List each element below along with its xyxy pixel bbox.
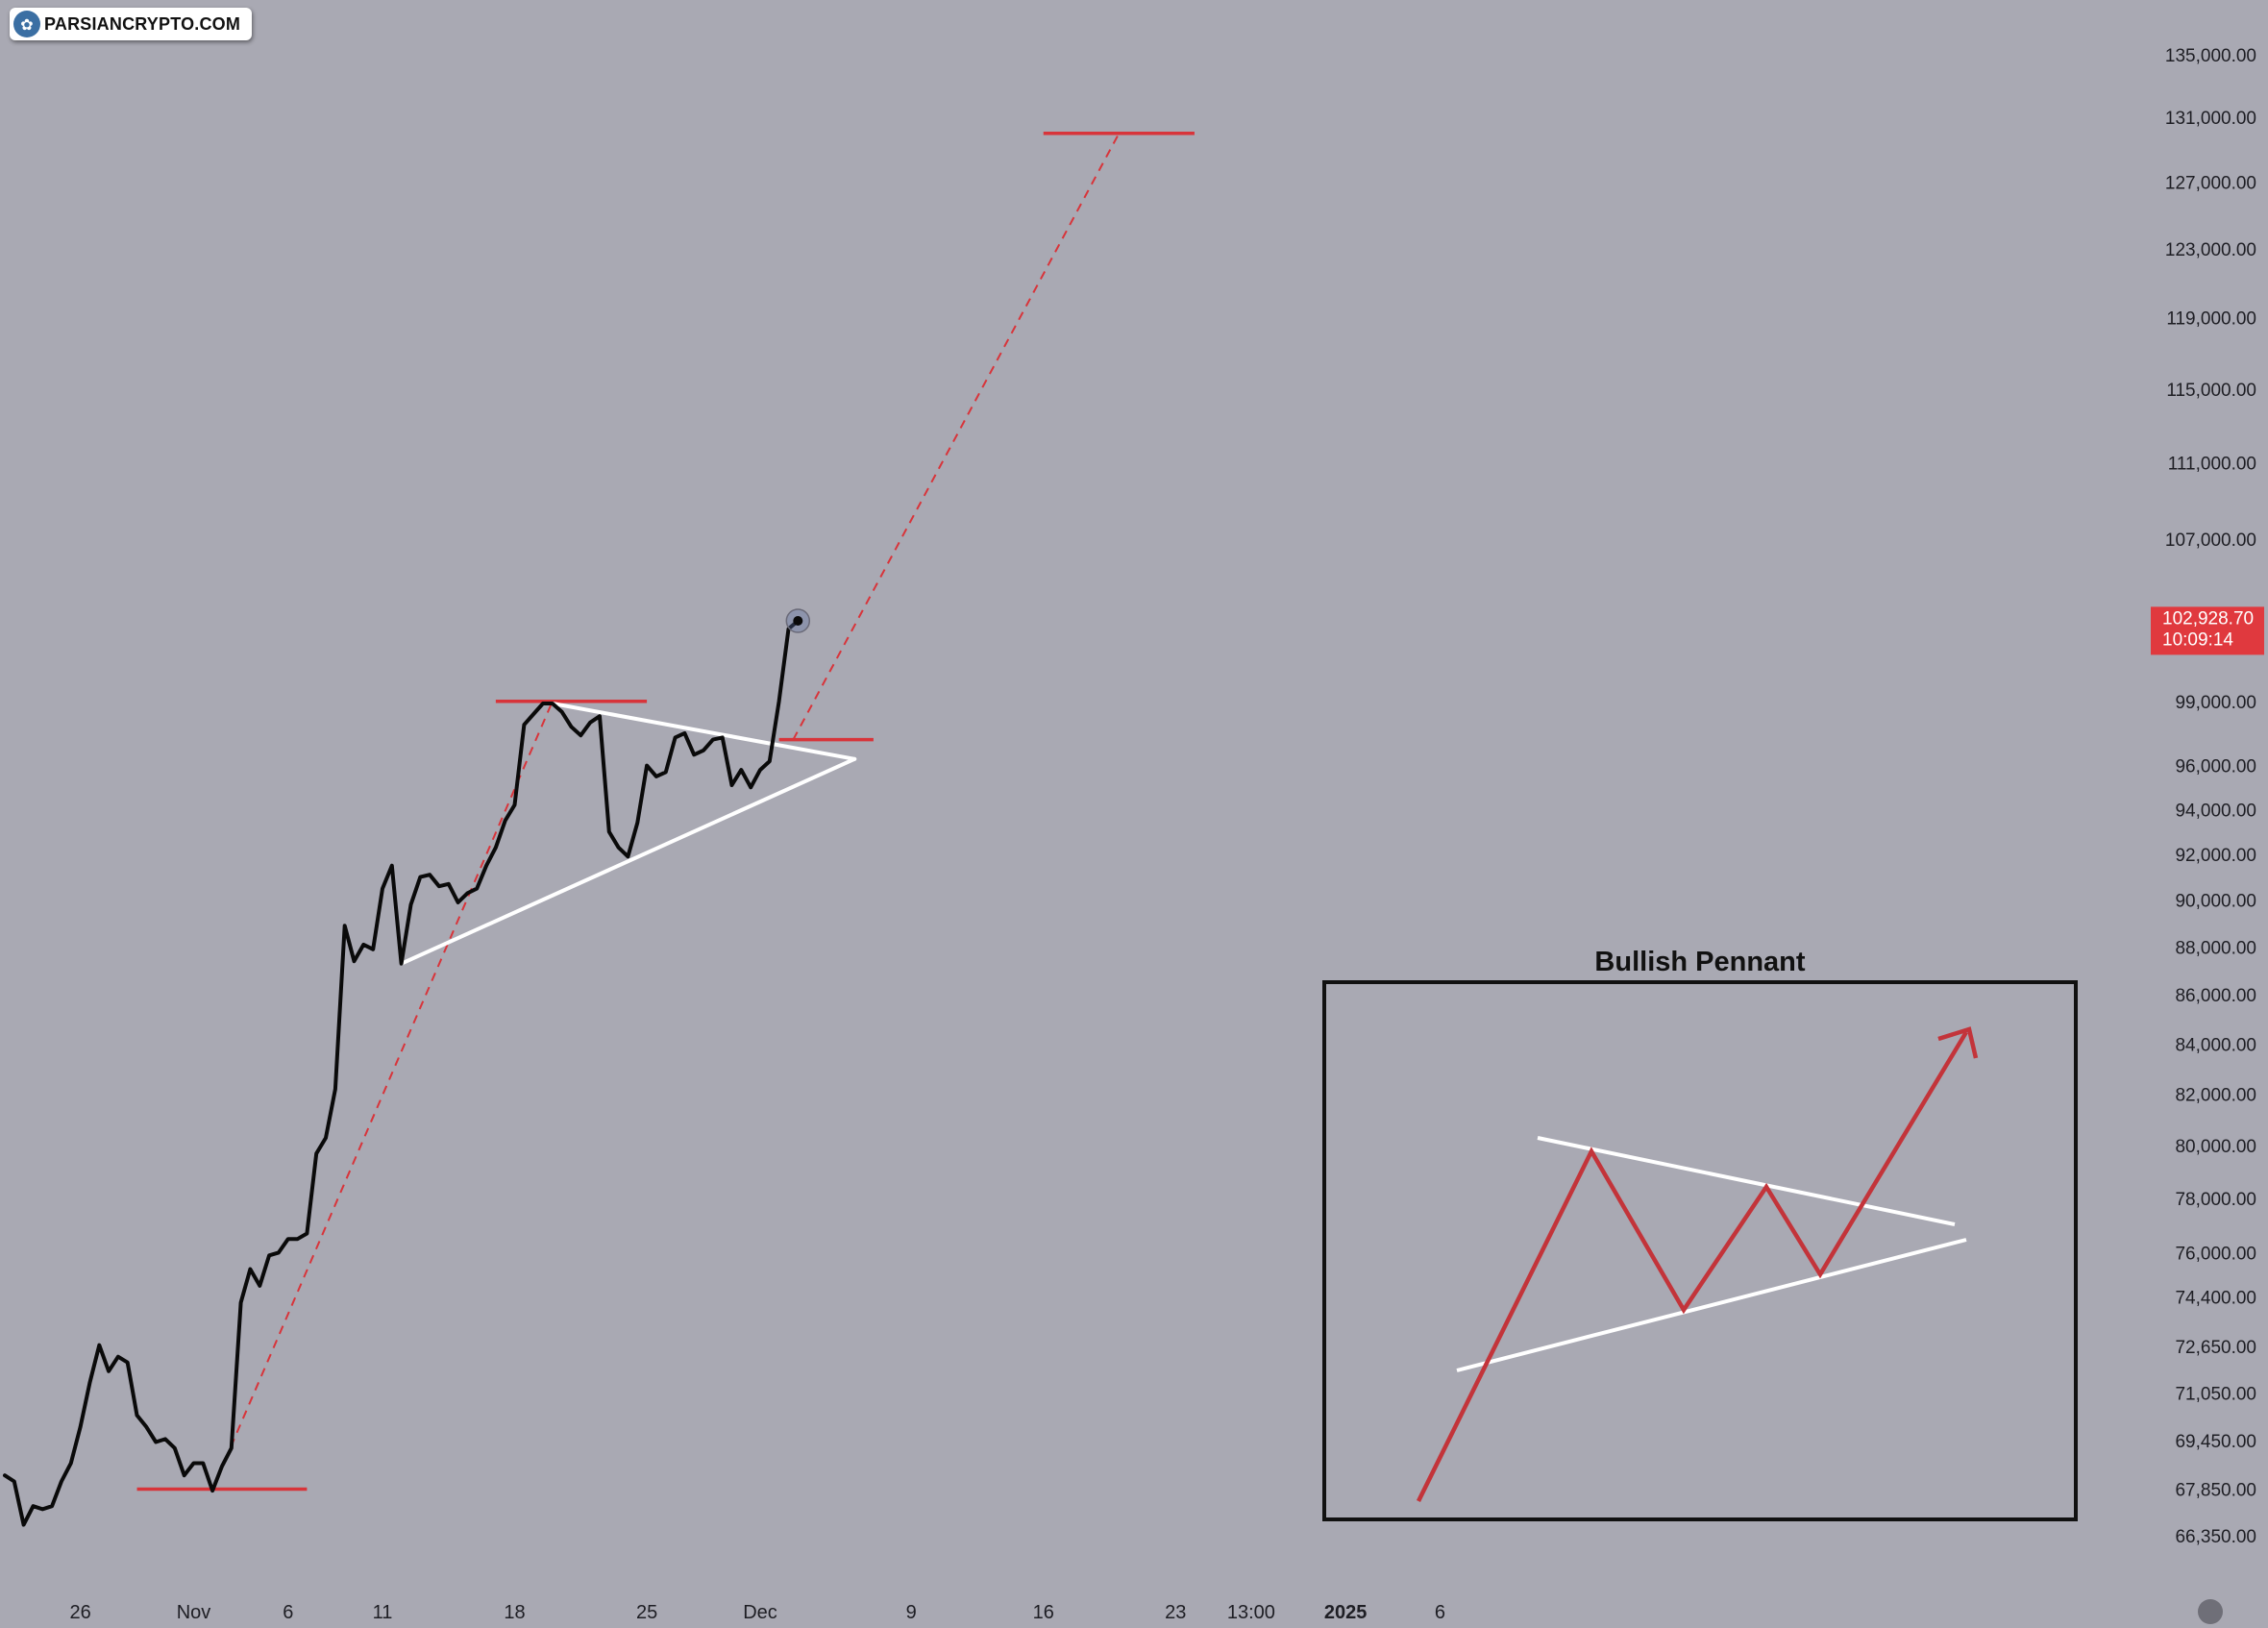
last-price-value: 102,928.70 xyxy=(2162,608,2254,629)
y-tick-label: 94,000.00 xyxy=(2175,801,2256,821)
y-tick-label: 107,000.00 xyxy=(2165,530,2256,551)
inset-upper-line xyxy=(1537,1136,1956,1226)
y-tick-label: 88,000.00 xyxy=(2175,938,2256,958)
y-tick-label: 67,850.00 xyxy=(2175,1481,2256,1501)
x-tick-label: 23 xyxy=(1165,1602,1186,1623)
y-tick-label: 115,000.00 xyxy=(2166,381,2256,401)
y-tick-label: 74,400.00 xyxy=(2175,1289,2256,1309)
inset-zigzag-line xyxy=(1416,1030,1968,1502)
x-tick-label: 9 xyxy=(906,1602,917,1623)
y-tick-label: 96,000.00 xyxy=(2175,757,2256,777)
y-tick-label: 69,450.00 xyxy=(2175,1432,2256,1452)
y-tick-label: 92,000.00 xyxy=(2175,846,2256,866)
countdown-timer: 10:09:14 xyxy=(2162,629,2233,650)
watermark-text: PARSIANCRYPTO.COM xyxy=(44,13,241,34)
x-tick-label: 16 xyxy=(1033,1602,1054,1623)
inset-arrow-head-icon xyxy=(1937,1026,1979,1059)
y-tick-label: 72,650.00 xyxy=(2175,1338,2256,1358)
inset-diagram: Bullish Pennant xyxy=(1322,947,2078,1521)
x-tick-label: 13:00 xyxy=(1227,1602,1275,1623)
x-tick-label: 18 xyxy=(504,1602,525,1623)
x-tick-label: 6 xyxy=(1435,1602,1445,1623)
watermark: ✿ PARSIANCRYPTO.COM xyxy=(10,8,253,40)
x-tick-label: 6 xyxy=(283,1602,293,1623)
x-tick-label: Nov xyxy=(177,1602,211,1623)
inset-frame xyxy=(1322,980,2078,1521)
tree-logo-icon: ✿ xyxy=(13,11,40,37)
y-tick-label: 119,000.00 xyxy=(2166,309,2256,330)
chart-settings-icon[interactable] xyxy=(2198,1599,2223,1624)
inset-title: Bullish Pennant xyxy=(1594,947,1805,977)
y-tick-label: 80,000.00 xyxy=(2175,1137,2256,1157)
y-tick-label: 82,000.00 xyxy=(2175,1086,2256,1106)
y-tick-label: 135,000.00 xyxy=(2165,46,2256,66)
y-tick-label: 111,000.00 xyxy=(2168,455,2256,475)
x-tick-label: 26 xyxy=(69,1602,90,1623)
last-point-marker xyxy=(793,615,803,626)
x-tick-label: Dec xyxy=(743,1602,777,1623)
y-tick-label: 86,000.00 xyxy=(2175,986,2256,1006)
pattern-annotations xyxy=(136,132,1195,1492)
x-tick-label: 2025 xyxy=(1324,1602,1368,1623)
projection-line xyxy=(211,701,554,1490)
y-tick-label: 90,000.00 xyxy=(2175,892,2256,912)
x-tick-label: 25 xyxy=(636,1602,657,1623)
inset-lower-line xyxy=(1456,1238,1967,1372)
y-tick-label: 78,000.00 xyxy=(2175,1190,2256,1210)
y-tick-label: 99,000.00 xyxy=(2175,693,2256,713)
y-tick-label: 66,350.00 xyxy=(2175,1527,2256,1547)
x-tick-label: 11 xyxy=(373,1602,393,1623)
target-projection-line xyxy=(792,133,1121,741)
price-series xyxy=(3,608,811,1527)
y-tick-label: 131,000.00 xyxy=(2165,109,2256,129)
price-line xyxy=(3,619,801,1527)
y-tick-label: 127,000.00 xyxy=(2165,173,2256,193)
last-price-badge xyxy=(2151,606,2264,655)
y-tick-label: 84,000.00 xyxy=(2175,1035,2256,1055)
pennant-upper-line xyxy=(550,702,857,761)
price-axis[interactable]: 135,000.00 131,000.00 127,000.00 123,000.00… xyxy=(2165,46,2256,1547)
y-tick-label: 123,000.00 xyxy=(2165,240,2256,260)
y-tick-label: 71,050.00 xyxy=(2175,1385,2256,1405)
time-axis[interactable]: 26 Nov 6 11 18 25 Dec 9 16 23 13:00 2025 6 xyxy=(69,1602,1444,1623)
y-tick-label: 76,000.00 xyxy=(2175,1244,2256,1264)
pennant-lower-line xyxy=(399,756,857,966)
